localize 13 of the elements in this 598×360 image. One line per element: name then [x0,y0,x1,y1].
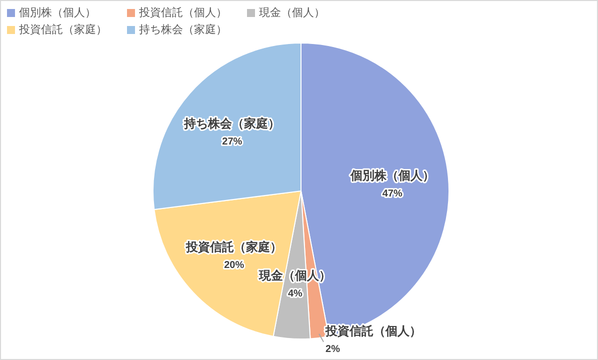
data-label: 4% [288,288,303,300]
slice-label: 個別株（個人） [349,168,434,182]
legend-label: 個別株（個人） [19,6,96,20]
legend-label: 現金（個人） [259,6,325,20]
data-label: 47% [382,188,402,200]
data-label: 20% [224,260,244,271]
data-label: 2% [326,344,340,355]
legend-label: 投資信託（家庭） [19,22,107,37]
data-label: 27% [222,136,242,148]
slice-label: 持ち株会（家庭） [183,116,280,130]
legend-label: 投資信託（個人） [139,6,227,20]
legend-label: 持ち株会（家庭） [139,22,227,37]
slice-label: 投資信託（家庭） [185,240,282,254]
